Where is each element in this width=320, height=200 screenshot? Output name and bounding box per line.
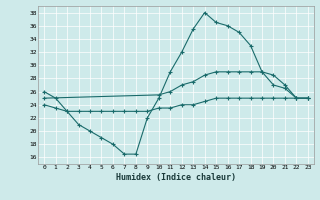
X-axis label: Humidex (Indice chaleur): Humidex (Indice chaleur) (116, 173, 236, 182)
